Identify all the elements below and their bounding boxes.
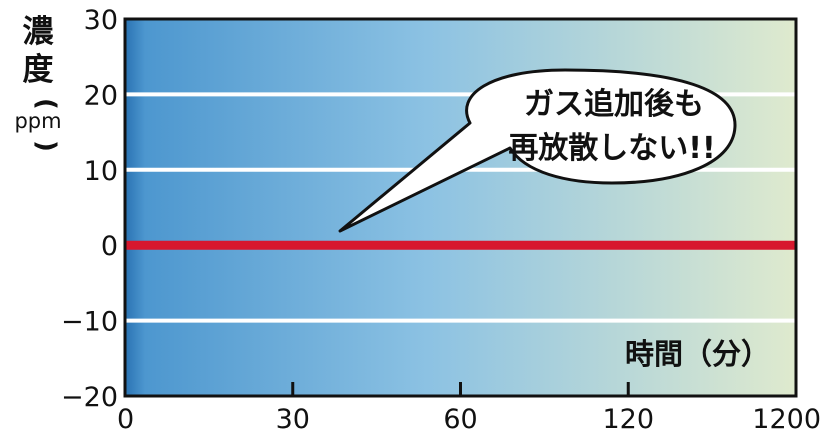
y-axis-unit-close-paren: ) xyxy=(31,140,61,152)
x-tick-label: 1200 xyxy=(752,404,821,435)
y-axis-title-char-1: 濃 xyxy=(23,14,55,50)
x-tick-label: 120 xyxy=(602,404,654,435)
y-tick-label: −10 xyxy=(61,307,118,338)
x-tick-label: 60 xyxy=(443,404,477,435)
y-tick-label: 0 xyxy=(101,231,118,262)
callout-line-1: ガス追加後も xyxy=(524,87,704,122)
callout-line-2: 再放散しない!! xyxy=(508,131,715,166)
x-tick-label: 0 xyxy=(117,404,134,435)
y-axis-title: 濃 度 ( ppm ) xyxy=(14,14,61,152)
x-tick-label: 30 xyxy=(276,404,310,435)
y-tick-label: 20 xyxy=(84,80,118,111)
y-axis-title-char-2: 度 xyxy=(23,52,54,88)
y-tick-label: 10 xyxy=(84,156,118,187)
y-tick-label: 30 xyxy=(84,5,118,36)
x-axis-title: 時間（分） xyxy=(625,337,770,371)
y-axis-unit: ppm xyxy=(14,109,61,133)
callout: ガス追加後も 再放散しない!! xyxy=(338,68,737,233)
callout-bubble xyxy=(338,68,737,233)
y-axis-unit-open-paren: ( xyxy=(31,98,61,110)
x-axis-ticks xyxy=(291,382,630,396)
y-tick-label: −20 xyxy=(61,382,118,413)
x-axis-tick-labels: 0 30 60 120 1200 xyxy=(117,404,821,435)
y-axis-tick-labels: 30 20 10 0 −10 −20 xyxy=(61,5,118,413)
